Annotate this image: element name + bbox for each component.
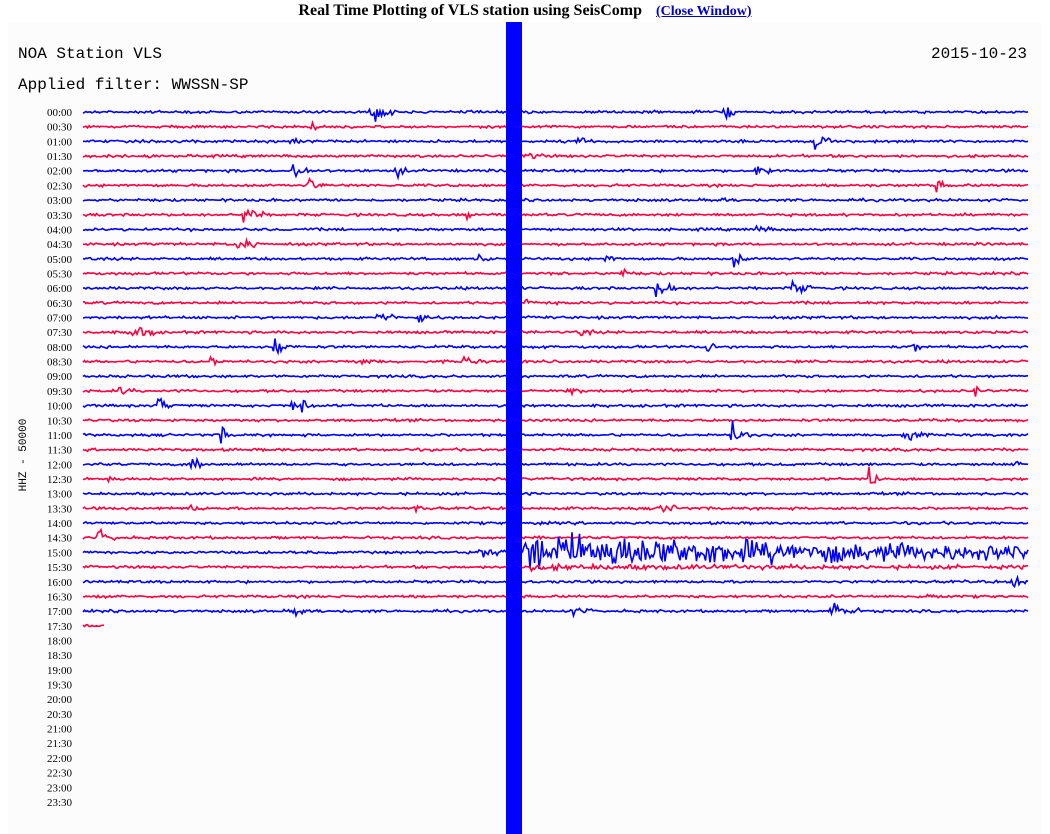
seismic-trace	[82, 119, 1029, 132]
seismic-trace	[82, 298, 1029, 307]
time-label: 16:30	[47, 591, 73, 603]
time-label: 21:30	[47, 738, 73, 750]
seismic-trace	[83, 224, 1029, 233]
seismic-trace	[82, 456, 1029, 471]
header: Real Time Plotting of VLS station using …	[0, 0, 1050, 22]
time-label: 08:00	[47, 342, 73, 354]
seismic-trace	[82, 623, 105, 628]
time-label: 20:00	[47, 694, 73, 706]
time-label: 10:30	[47, 415, 73, 427]
seismic-trace	[82, 397, 1029, 413]
time-label: 17:30	[47, 621, 73, 633]
time-label: 07:30	[47, 327, 73, 339]
seismic-trace	[82, 417, 1029, 423]
seismic-trace	[82, 278, 1029, 298]
time-label: 03:00	[47, 195, 73, 207]
time-label: 11:30	[47, 445, 72, 457]
time-label: 01:00	[47, 136, 73, 148]
seismic-trace	[82, 503, 1029, 515]
time-label: 08:30	[47, 357, 73, 369]
seismic-trace	[82, 520, 1029, 526]
seismic-trace	[82, 602, 1029, 619]
seismic-trace	[82, 446, 1029, 453]
axis-label: HHZ - 50000	[18, 419, 30, 492]
time-label: 17:00	[47, 606, 73, 618]
time-label: 15:00	[47, 547, 73, 559]
saturated-signal	[506, 22, 522, 834]
time-label: 04:30	[47, 239, 73, 251]
seismic-trace	[82, 338, 1029, 356]
time-label: 06:00	[47, 283, 73, 295]
time-label: 02:30	[47, 180, 73, 192]
time-label: 19:30	[47, 680, 73, 692]
time-label: 23:30	[47, 797, 73, 809]
time-label: 01:30	[47, 151, 73, 163]
time-label: 09:30	[47, 386, 73, 398]
seismic-trace	[82, 236, 1029, 249]
seismic-trace	[82, 373, 1029, 380]
station-name: NOA Station VLS	[18, 45, 162, 63]
time-label: 09:00	[47, 371, 73, 383]
time-label: 19:00	[47, 665, 73, 677]
time-label: 22:00	[47, 753, 73, 765]
helicorder: NOA Station VLS 2015-10-23 Applied filte…	[8, 22, 1042, 834]
page-title: Real Time Plotting of VLS station using …	[298, 2, 643, 19]
time-label: 05:30	[47, 268, 73, 280]
seismic-trace	[82, 532, 1029, 570]
seismic-trace	[83, 466, 1029, 484]
seismic-trace	[82, 267, 1029, 279]
seismic-trace	[82, 252, 1029, 268]
time-label: 13:30	[47, 503, 73, 515]
time-label: 04:00	[47, 224, 73, 236]
seismic-trace	[82, 574, 1029, 589]
seismic-trace	[82, 196, 1029, 203]
time-label: 14:00	[47, 518, 73, 530]
time-label: 07:00	[47, 313, 73, 325]
time-label: 11:00	[47, 430, 72, 442]
close-window-link[interactable]: (Close Window)	[656, 4, 752, 19]
time-label: 20:30	[47, 709, 73, 721]
seismic-trace	[82, 593, 1029, 600]
time-label: 13:00	[47, 489, 73, 501]
seismic-trace	[82, 208, 1029, 223]
time-label: 23:00	[47, 782, 73, 794]
date: 2015-10-23	[931, 45, 1027, 63]
time-label: 14:30	[47, 533, 73, 545]
seismic-trace	[82, 164, 1029, 181]
seismic-trace	[83, 136, 1029, 150]
time-label: 05:00	[47, 254, 73, 266]
plot-background	[8, 22, 1042, 834]
time-label: 21:00	[47, 724, 73, 736]
time-label: 10:00	[47, 401, 73, 413]
seismic-trace	[82, 106, 1029, 122]
seismic-trace	[82, 326, 1029, 337]
time-label: 03:30	[47, 210, 73, 222]
seismic-trace	[82, 354, 1029, 367]
seismic-trace	[82, 490, 1029, 497]
time-label: 02:00	[47, 166, 73, 178]
time-label: 06:30	[47, 298, 73, 310]
time-label: 00:30	[47, 122, 73, 134]
seismic-trace	[82, 562, 1029, 573]
seismic-trace	[82, 312, 1029, 324]
time-label: 15:30	[47, 562, 73, 574]
time-label: 22:30	[47, 768, 73, 780]
time-label: 16:00	[47, 577, 73, 589]
time-label: 00:00	[47, 107, 73, 119]
seismic-trace	[82, 385, 1029, 397]
time-label: 18:00	[47, 635, 73, 647]
seismic-trace	[82, 527, 1029, 542]
filter: Applied filter: WWSSN-SP	[18, 76, 248, 94]
seismic-trace	[82, 420, 1029, 444]
seismic-trace	[82, 151, 1029, 160]
time-label: 12:30	[47, 474, 73, 486]
time-label: 12:00	[47, 459, 73, 471]
seismic-trace	[82, 176, 1029, 193]
time-label: 18:30	[47, 650, 73, 662]
